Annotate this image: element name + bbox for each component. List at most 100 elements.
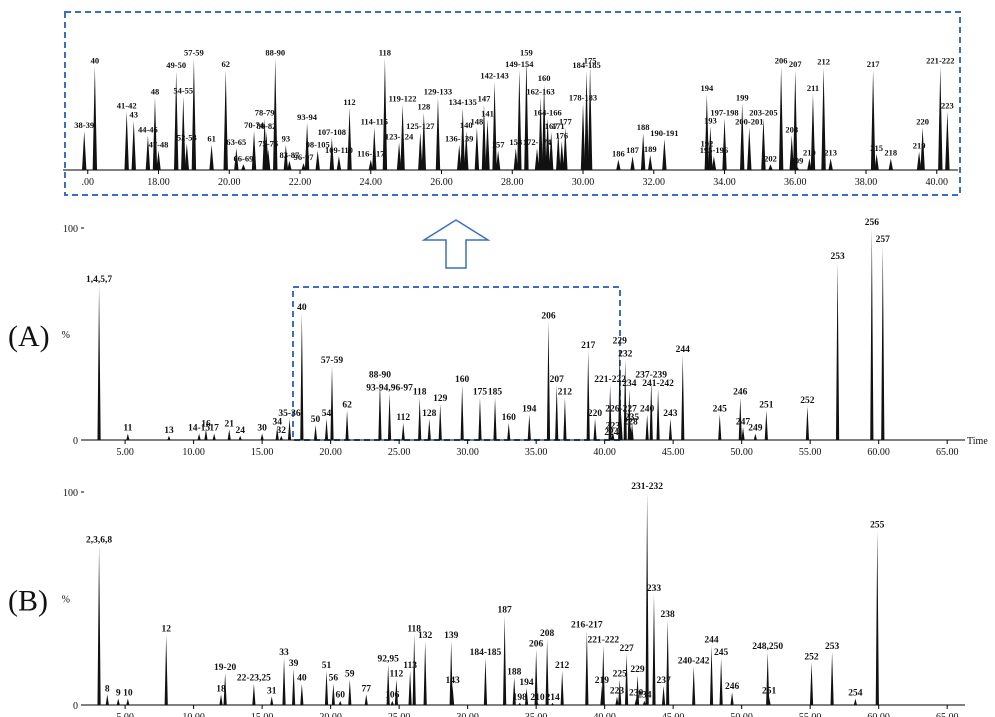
peak — [174, 71, 179, 170]
peak — [809, 662, 814, 705]
peak-label: 175 — [473, 388, 488, 398]
peak-label: 193 — [704, 115, 717, 125]
peak — [586, 350, 590, 440]
peak — [457, 144, 462, 170]
peak — [656, 389, 660, 440]
peak-label: 244 — [704, 635, 719, 645]
x-tick-label: 25.00 — [388, 447, 411, 458]
peak-label: 134-135 — [449, 97, 477, 107]
peak — [916, 151, 922, 170]
peak-label: 61 — [207, 134, 216, 144]
x-tick-label: .00 — [82, 177, 95, 188]
peak-label: 217 — [867, 59, 881, 69]
peak-label: 187 — [626, 145, 640, 155]
peak — [761, 118, 766, 170]
peak — [184, 143, 190, 170]
peak — [601, 645, 605, 705]
peak — [92, 66, 98, 170]
peak-label: 200-201 — [735, 116, 763, 126]
peak — [485, 119, 490, 170]
peak — [382, 58, 388, 171]
peak-label: 217 — [581, 341, 596, 351]
peak-label: 63-65 — [226, 137, 246, 147]
peak-label: 251 — [762, 686, 777, 696]
peak — [524, 687, 529, 705]
peak — [438, 403, 442, 440]
peak — [793, 69, 798, 170]
panel-label: (A) — [8, 320, 50, 353]
peak — [616, 159, 621, 170]
peak-label: 106 — [385, 691, 400, 701]
peak — [313, 425, 318, 440]
peak-label: 212 — [558, 388, 573, 398]
peak — [223, 69, 228, 170]
peak-label: 252 — [800, 396, 815, 406]
peak — [534, 148, 540, 170]
peak — [279, 435, 283, 440]
peak-label: 18 — [216, 684, 226, 694]
peak-label: 216-217 — [571, 620, 603, 630]
peak-label: 30 — [257, 424, 267, 434]
peak-label: 254 — [848, 689, 863, 699]
peak-label: 31 — [267, 686, 277, 696]
peak — [164, 634, 168, 705]
peak — [630, 156, 635, 170]
peak-label: 176 — [555, 130, 568, 140]
peak-label: 184-185 — [470, 648, 502, 658]
peak-label: 80-82 — [256, 121, 276, 131]
peak-label: 13 — [164, 426, 174, 436]
peak — [368, 159, 373, 170]
peak — [635, 675, 640, 705]
peak-label: 208 — [785, 125, 798, 135]
peak-label: 214 — [545, 693, 560, 703]
peak-label: 107-108 — [318, 127, 346, 137]
x-tick-label: 28.00 — [501, 177, 524, 188]
peak — [145, 135, 151, 170]
peak-label: 109-110 — [325, 145, 353, 155]
peak — [97, 545, 101, 705]
peak-label: 219 — [913, 141, 926, 151]
peak — [251, 130, 257, 170]
peak — [618, 346, 622, 440]
peak-label: 190-191 — [650, 128, 678, 138]
peak — [764, 410, 768, 440]
peak — [559, 141, 564, 170]
x-tick-label: 60.00 — [867, 447, 890, 458]
peak-label: 11 — [123, 424, 132, 434]
x-axis-label: Time — [967, 436, 988, 447]
x-tick-label: 60.00 — [867, 712, 890, 717]
peak — [378, 380, 382, 440]
peak-label: 221-222 — [587, 635, 619, 645]
peak — [483, 658, 488, 705]
peak — [830, 651, 834, 705]
peak-label: 235 — [625, 413, 640, 423]
x-tick-label: 32.00 — [643, 177, 666, 188]
peak-label: 114-115 — [361, 116, 388, 126]
peak-label: 218 — [884, 148, 897, 158]
peak — [156, 150, 161, 170]
peak-label: 253 — [825, 642, 840, 652]
peak-label: 172-174 — [523, 137, 552, 147]
peak — [560, 670, 564, 705]
peak-label: 47-48 — [149, 139, 169, 149]
peak — [920, 127, 925, 170]
peak-label: 118 — [413, 388, 427, 398]
peak — [204, 429, 208, 440]
peak-label: 77 — [361, 684, 371, 694]
panel-label: (B) — [8, 585, 48, 618]
peak — [300, 683, 304, 705]
peak-label: 143 — [445, 676, 460, 686]
peak — [82, 130, 87, 170]
peak — [181, 96, 186, 170]
peak — [478, 397, 482, 440]
peak — [423, 641, 427, 705]
peak — [264, 132, 269, 170]
peak — [282, 658, 286, 705]
peak-label: 128 — [422, 409, 437, 419]
peak — [645, 492, 649, 705]
x-tick-label: 30.00 — [456, 447, 479, 458]
peak — [315, 150, 320, 170]
peak — [396, 142, 402, 170]
peak — [517, 69, 522, 170]
peak-label: 19-20 — [214, 663, 236, 673]
